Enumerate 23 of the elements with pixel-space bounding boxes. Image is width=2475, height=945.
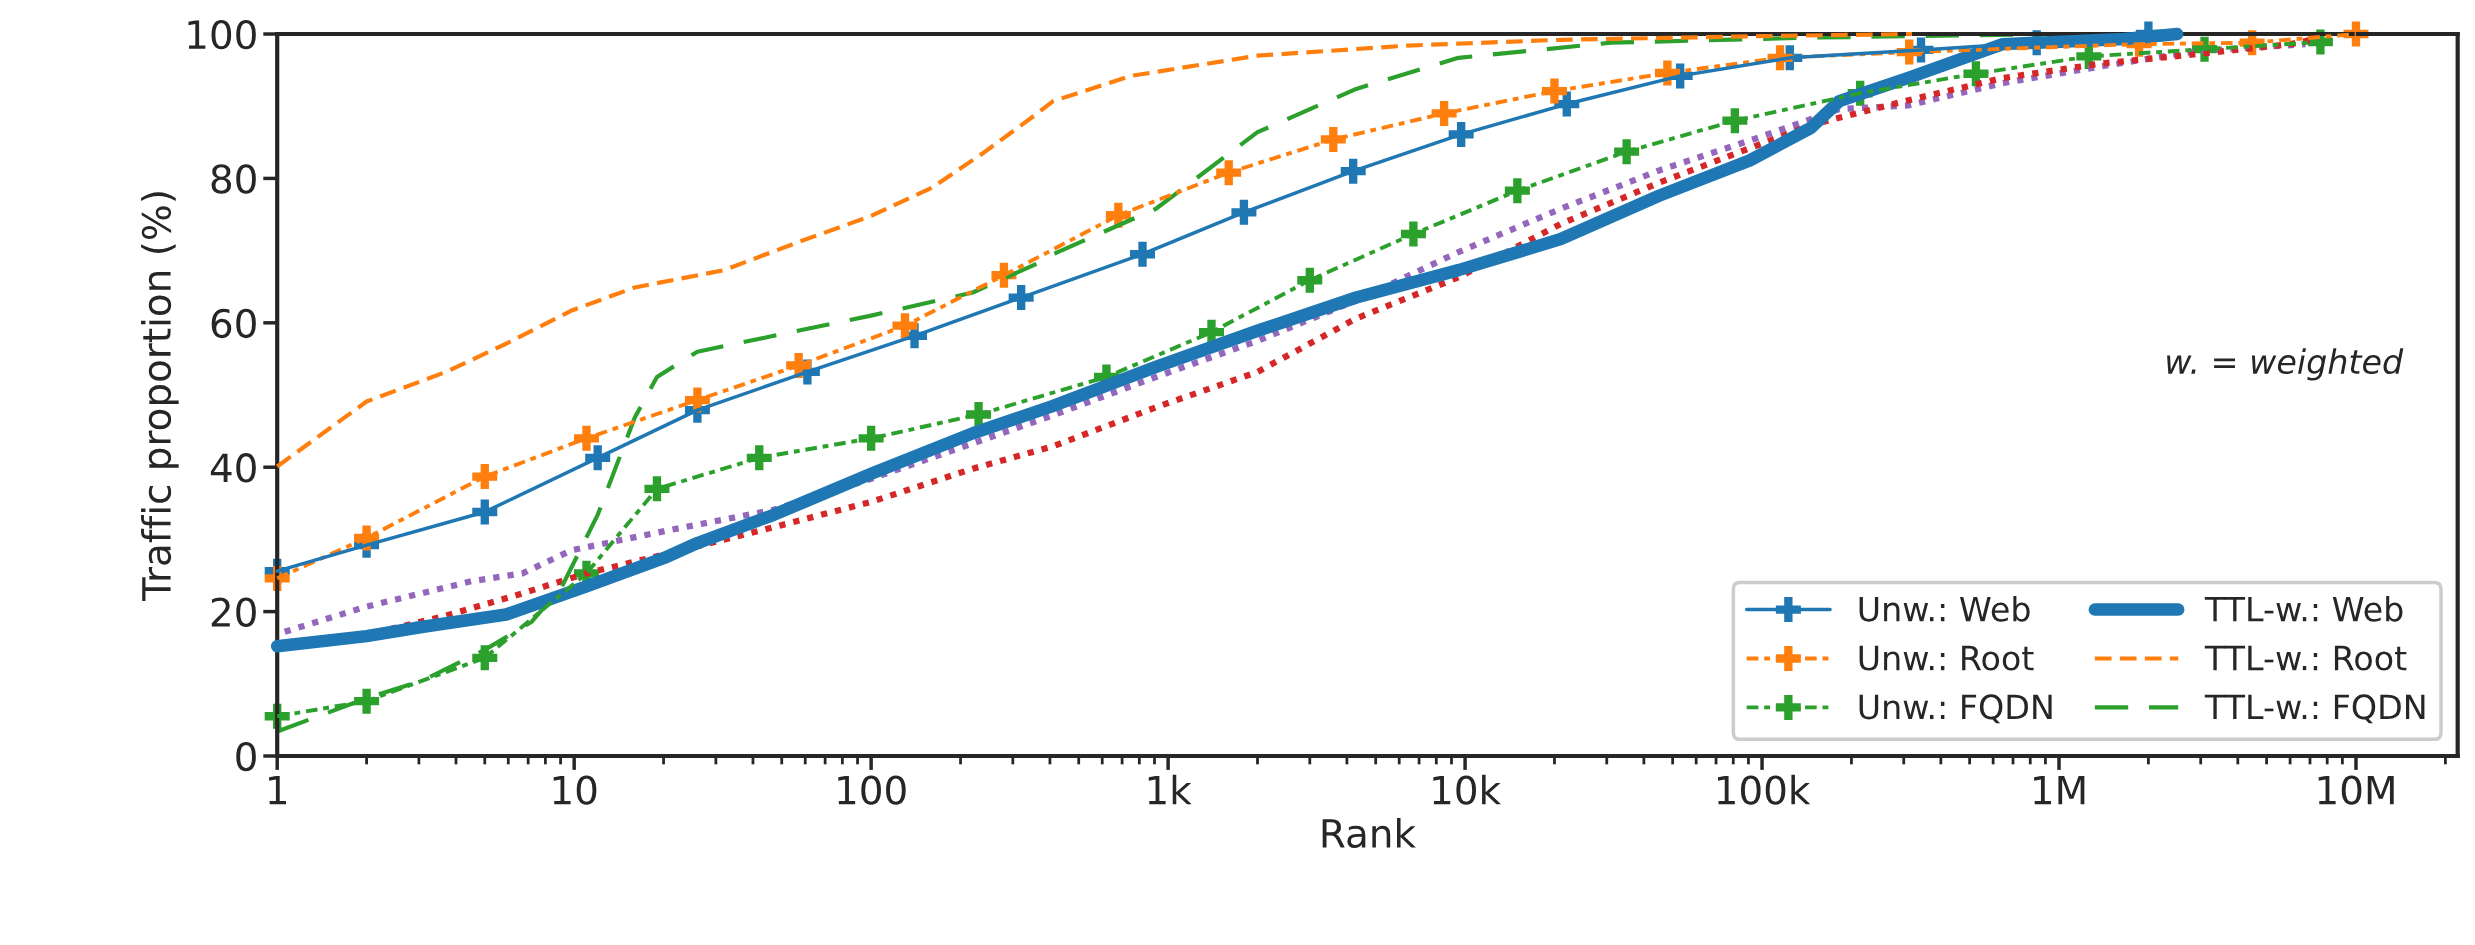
x-tick-label: 10k (1433, 774, 1501, 805)
x-tick-label: 100k (1717, 774, 1811, 805)
y-tick-label: 60 (211, 308, 256, 339)
x-tick-label: 10 (553, 775, 597, 805)
legend-label: TTL-w.: FQDN (2204, 694, 2425, 724)
y-tick-label: 20 (211, 597, 256, 627)
x-tick-label: 100 (838, 775, 906, 805)
y-tick-label: 40 (210, 453, 256, 483)
annotation: w. = weighted (2167, 348, 2404, 381)
x-tick-label: 1M (2034, 775, 2085, 805)
x-axis-title: Rank (1322, 817, 1416, 849)
legend-label: Unw.: Web (1859, 595, 2030, 622)
y-tick-label: 0 (236, 741, 256, 772)
y-tick-label: 80 (211, 164, 256, 194)
legend-label: TTL-w.: Web (2204, 595, 2403, 622)
legend-label: Unw.: Root (1859, 645, 2034, 671)
x-tick-label: 1k (1148, 774, 1192, 805)
x-tick-label: 1 (269, 775, 286, 805)
legend-label: TTL-w.: Root (2204, 645, 2407, 671)
x-tick-label: 10M (2318, 775, 2394, 805)
legend-label: Unw.: FQDN (1859, 694, 2052, 724)
y-tick-label: 100 (188, 19, 256, 50)
y-axis-title: Traffic proportion (%) (141, 192, 179, 602)
